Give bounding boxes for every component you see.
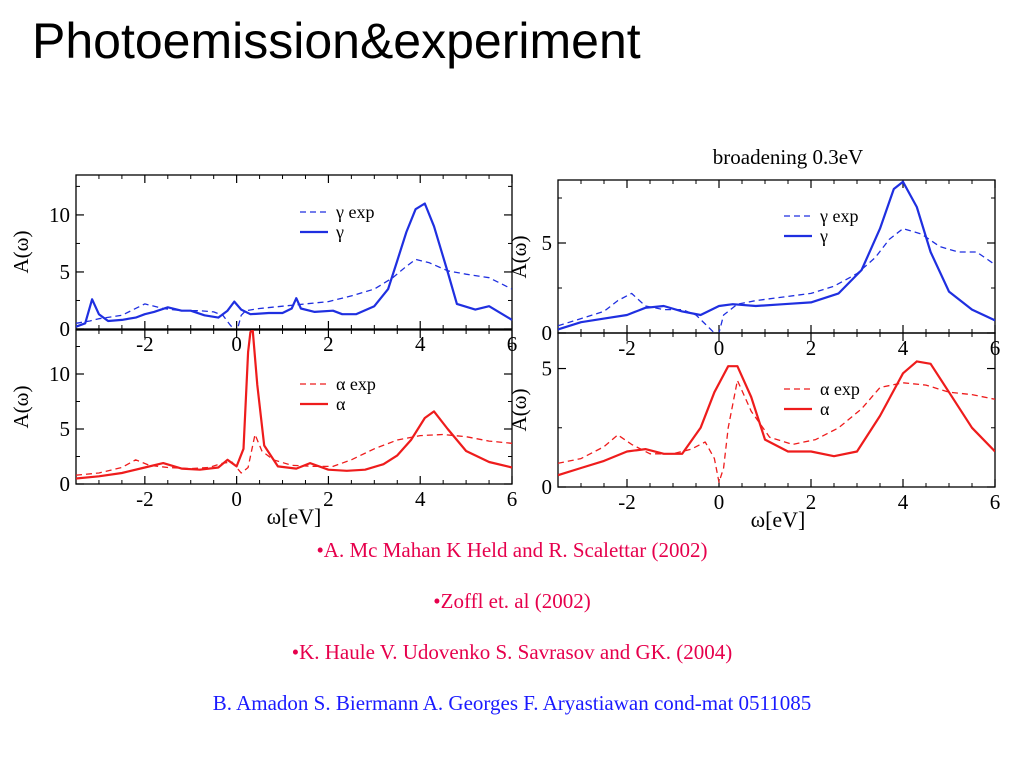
legend-label: γ exp xyxy=(819,206,858,226)
plot-frame xyxy=(75,174,513,330)
y-axis-label: A(ω) xyxy=(9,386,33,429)
legend-label: α xyxy=(820,399,830,419)
x-tick-label: -2 xyxy=(618,490,636,514)
y-tick-label: 5 xyxy=(60,417,71,441)
x-tick-label: -2 xyxy=(136,332,154,356)
legend-label: α exp xyxy=(336,374,376,394)
y-tick-label: 5 xyxy=(542,357,553,381)
x-tick-label: 2 xyxy=(323,487,334,511)
x-tick-label: 4 xyxy=(898,336,909,360)
y-axis-label: A(ω) xyxy=(507,389,531,432)
legend-label: α exp xyxy=(820,379,860,399)
series-line-theory xyxy=(76,330,512,480)
x-tick-label: -2 xyxy=(618,336,636,360)
x-axis-label: ω[eV] xyxy=(267,504,322,529)
reference-mcmahan: •A. Mc Mahan K Held and R. Scalettar (20… xyxy=(316,538,708,562)
reference-amadon: B. Amadon S. Biermann A. Georges F. Arya… xyxy=(212,691,812,715)
plot-frame xyxy=(75,329,513,485)
y-tick-label: 10 xyxy=(49,362,70,386)
y-tick-label: 5 xyxy=(60,260,71,284)
reference-zoffl: •Zoffl et. al (2002) xyxy=(433,589,591,613)
y-tick-label: 0 xyxy=(60,472,71,496)
x-tick-label: 0 xyxy=(231,332,242,356)
y-tick-label: 10 xyxy=(49,203,70,227)
x-tick-label: 4 xyxy=(415,487,426,511)
x-tick-label: 0 xyxy=(231,487,242,511)
x-tick-label: 4 xyxy=(898,490,909,514)
x-tick-label: 6 xyxy=(507,487,518,511)
legend-label: γ xyxy=(819,226,828,246)
legend-label: α xyxy=(336,394,346,414)
x-axis-label: ω[eV] xyxy=(751,507,806,532)
y-axis-label: A(ω) xyxy=(9,231,33,274)
plot-frame xyxy=(557,332,996,488)
chart-title: broadening 0.3eV xyxy=(713,145,863,169)
x-tick-label: 0 xyxy=(714,490,725,514)
y-tick-label: 0 xyxy=(60,317,71,341)
x-tick-label: -2 xyxy=(136,487,154,511)
series-line-theory xyxy=(76,202,512,328)
x-tick-label: 2 xyxy=(806,336,817,360)
y-axis-label: A(ω) xyxy=(507,236,531,279)
x-tick-label: 6 xyxy=(990,490,1001,514)
legend-label: γ exp xyxy=(335,202,374,222)
x-tick-label: 2 xyxy=(323,332,334,356)
y-tick-label: 0 xyxy=(542,475,553,499)
reference-list: •A. Mc Mahan K Held and R. Scalettar (20… xyxy=(0,538,1024,742)
x-tick-label: 0 xyxy=(714,336,725,360)
series-line-experiment xyxy=(558,379,995,483)
legend-label: γ xyxy=(335,222,344,242)
series-line-theory xyxy=(558,360,995,477)
x-tick-label: 2 xyxy=(806,490,817,514)
plot-frame xyxy=(557,179,996,334)
series-line-theory xyxy=(558,180,995,331)
reference-haule: •K. Haule V. Udovenko S. Savrasov and GK… xyxy=(291,640,733,664)
y-tick-label: 5 xyxy=(542,231,553,255)
slide-title: Photoemission&experiment xyxy=(32,13,641,69)
x-tick-label: 4 xyxy=(415,332,426,356)
y-tick-label: 0 xyxy=(542,321,553,345)
series-line-experiment xyxy=(558,227,995,333)
series-line-experiment xyxy=(76,258,512,329)
